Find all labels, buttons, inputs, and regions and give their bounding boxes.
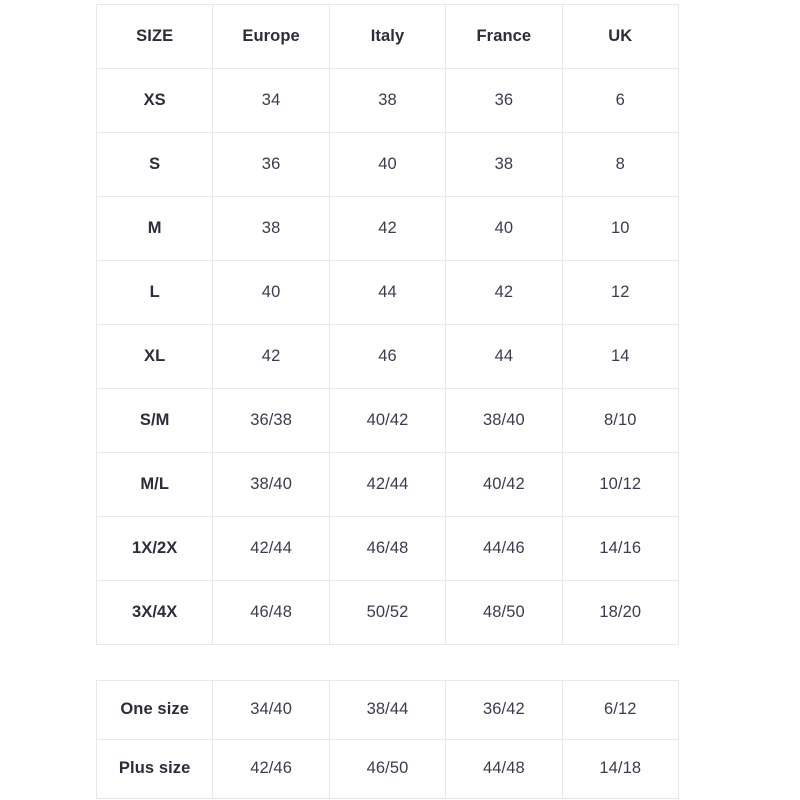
size-value-italy: 46/50: [328, 739, 447, 799]
size-value-italy: 42: [328, 196, 447, 261]
size-value-italy: 44: [328, 260, 447, 325]
size-value-france: 44/46: [445, 516, 563, 581]
table-row: S/M 36/38 40/42 38/40 8/10: [95, 388, 679, 453]
size-value-italy: 46/48: [328, 516, 447, 581]
table-row: M/L 38/40 42/44 40/42 10/12: [95, 452, 679, 517]
table-row: 1X/2X 42/44 46/48 44/46 14/16: [95, 516, 679, 581]
size-label: M/L: [95, 452, 214, 517]
size-value-italy: 42/44: [328, 452, 447, 517]
size-label: XL: [95, 324, 214, 389]
table-row: Plus size 42/46 46/50 44/48 14/18: [95, 739, 679, 799]
size-value-uk: 6/12: [561, 680, 679, 740]
size-value-france: 36/42: [445, 680, 563, 740]
size-value-italy: 38: [328, 68, 447, 133]
size-value-uk: 10: [561, 196, 679, 261]
size-value-france: 42: [445, 260, 563, 325]
size-label: S: [95, 132, 214, 197]
size-value-europe: 38: [212, 196, 330, 261]
size-value-europe: 42/46: [212, 739, 330, 799]
size-value-europe: 42/44: [212, 516, 330, 581]
table-row: M 38 42 40 10: [95, 196, 679, 261]
header-row: SIZE Europe Italy France UK: [95, 4, 679, 69]
secondary-size-table: One size 34/40 38/44 36/42 6/12 Plus siz…: [95, 680, 679, 799]
size-value-uk: 18/20: [561, 580, 679, 645]
table-separator-gap: [96, 645, 678, 680]
size-value-france: 36: [445, 68, 563, 133]
size-value-europe: 42: [212, 324, 330, 389]
size-label: L: [95, 260, 214, 325]
size-value-europe: 36/38: [212, 388, 330, 453]
size-value-europe: 38/40: [212, 452, 330, 517]
size-value-france: 48/50: [445, 580, 563, 645]
size-value-uk: 8: [561, 132, 679, 197]
column-header-france: France: [445, 4, 563, 69]
size-value-uk: 6: [561, 68, 679, 133]
table-row: XS 34 38 36 6: [95, 68, 679, 133]
size-label: 3X/4X: [95, 580, 214, 645]
column-header-size: SIZE: [95, 4, 214, 69]
table-row: XL 42 46 44 14: [95, 324, 679, 389]
size-label: One size: [95, 680, 214, 740]
table-body: XS 34 38 36 6 S 36 40 38 8 M 38 42: [95, 68, 679, 645]
size-value-italy: 40: [328, 132, 447, 197]
size-chart-stack: SIZE Europe Italy France UK XS 34 38 36 …: [95, 4, 679, 799]
size-value-uk: 12: [561, 260, 679, 325]
size-value-france: 40: [445, 196, 563, 261]
size-value-france: 40/42: [445, 452, 563, 517]
size-label: Plus size: [95, 739, 214, 799]
size-label: 1X/2X: [95, 516, 214, 581]
size-value-italy: 46: [328, 324, 447, 389]
size-value-europe: 34: [212, 68, 330, 133]
size-label: XS: [95, 68, 214, 133]
size-value-france: 44/48: [445, 739, 563, 799]
size-value-france: 38: [445, 132, 563, 197]
column-header-italy: Italy: [328, 4, 447, 69]
table-row: One size 34/40 38/44 36/42 6/12: [95, 680, 679, 740]
size-value-italy: 40/42: [328, 388, 447, 453]
size-value-italy: 50/52: [328, 580, 447, 645]
size-label: S/M: [95, 388, 214, 453]
size-value-europe: 36: [212, 132, 330, 197]
table-row: 3X/4X 46/48 50/52 48/50 18/20: [95, 580, 679, 645]
size-value-france: 38/40: [445, 388, 563, 453]
table-row: S 36 40 38 8: [95, 132, 679, 197]
table-body: One size 34/40 38/44 36/42 6/12 Plus siz…: [95, 680, 679, 799]
size-value-uk: 14/18: [561, 739, 679, 799]
table-header: SIZE Europe Italy France UK: [95, 4, 679, 69]
size-value-europe: 34/40: [212, 680, 330, 740]
size-value-uk: 10/12: [561, 452, 679, 517]
size-label: M: [95, 196, 214, 261]
size-value-europe: 40: [212, 260, 330, 325]
table-row: L 40 44 42 12: [95, 260, 679, 325]
size-value-uk: 8/10: [561, 388, 679, 453]
size-value-uk: 14/16: [561, 516, 679, 581]
size-value-uk: 14: [561, 324, 679, 389]
primary-size-table: SIZE Europe Italy France UK XS 34 38 36 …: [95, 4, 679, 645]
size-value-europe: 46/48: [212, 580, 330, 645]
column-header-europe: Europe: [212, 4, 330, 69]
column-header-uk: UK: [561, 4, 679, 69]
size-value-france: 44: [445, 324, 563, 389]
size-value-italy: 38/44: [328, 680, 447, 740]
